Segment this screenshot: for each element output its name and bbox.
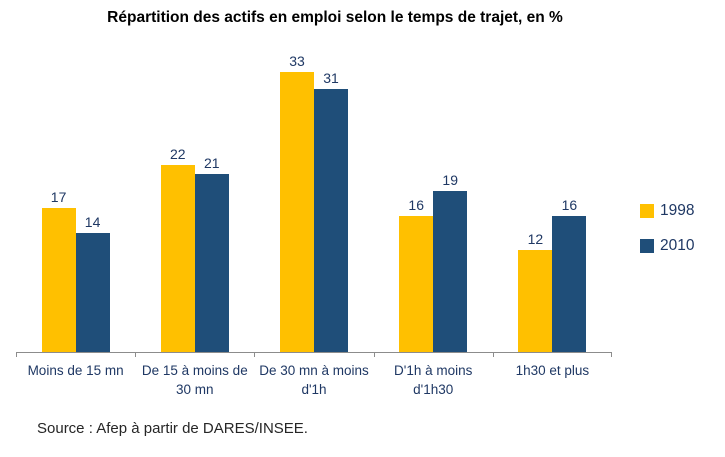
- bar-value-label: 14: [84, 214, 101, 230]
- bar-group: 12 16: [493, 55, 612, 352]
- bar-value-label: 12: [527, 231, 544, 247]
- bar-2010: [433, 191, 468, 352]
- bar-2010: [552, 216, 587, 352]
- source-note: Source : Afep à partir de DARES/INSEE.: [37, 420, 308, 437]
- category-label: D'1h à moins d'1h30: [394, 363, 473, 397]
- bar-column: 16: [399, 197, 434, 352]
- bar-column: 22: [160, 146, 195, 352]
- bar-1998: [399, 216, 434, 352]
- bar-2010: [75, 233, 110, 352]
- bar-value-label: 33: [289, 53, 305, 69]
- category-label: De 30 mn à moins d'1h: [259, 363, 369, 397]
- bar-column: 33: [280, 53, 314, 352]
- bar-value-label: 17: [50, 189, 67, 205]
- bar-column: 19: [433, 172, 468, 352]
- bar-group: 22 21: [135, 55, 254, 352]
- legend-swatch-icon: [640, 204, 654, 218]
- bar-group: 17 14: [16, 55, 135, 352]
- bar-column: 17: [41, 189, 76, 352]
- bar-value-label: 22: [170, 146, 186, 162]
- bar-value-label: 19: [442, 172, 458, 188]
- legend-item-2010: 2010: [640, 237, 694, 255]
- legend-label: 1998: [660, 202, 695, 219]
- category-label: Moins de 15 mn: [27, 363, 124, 378]
- chart-title: Répartition des actifs en emploi selon l…: [107, 9, 563, 26]
- legend-item-1998: 1998: [640, 202, 694, 220]
- bar-column: 21: [194, 155, 229, 352]
- bar-group: 33 31: [254, 53, 373, 352]
- bar-value-label: 31: [323, 70, 339, 86]
- x-axis-tick: [254, 352, 256, 357]
- bar-2010: [194, 174, 229, 352]
- category-label: De 15 à moins de 30 mn: [141, 363, 248, 397]
- bar-value-label: 21: [204, 155, 220, 171]
- bar-column: 14: [75, 214, 110, 352]
- bar-1998: [518, 250, 553, 352]
- legend: 1998 2010: [640, 202, 694, 272]
- bar-1998: [160, 165, 195, 352]
- bar-group: 16 19: [374, 55, 493, 352]
- bar-1998: [280, 72, 314, 352]
- plot-area: 17 14 22 21 33 31 16 19 12 16: [16, 53, 612, 357]
- bar-column: 16: [552, 197, 587, 352]
- legend-label: 2010: [660, 237, 695, 254]
- bar-column: 31: [314, 70, 348, 352]
- bar-2010: [314, 89, 348, 352]
- bar-value-label: 16: [561, 197, 578, 213]
- x-axis-category-labels: Moins de 15 mn De 15 à moins de 30 mn De 3…: [16, 361, 612, 399]
- legend-swatch-icon: [640, 239, 654, 253]
- x-axis-tick: [16, 352, 17, 357]
- x-axis-tick: [492, 352, 494, 357]
- x-axis-tick: [373, 352, 375, 357]
- category-label: 1h30 et plus: [515, 363, 590, 378]
- x-axis-tick: [611, 352, 612, 357]
- bar-1998: [41, 208, 76, 352]
- bar-value-label: 16: [408, 197, 424, 213]
- x-axis-tick: [135, 352, 137, 357]
- bar-column: 12: [518, 231, 553, 352]
